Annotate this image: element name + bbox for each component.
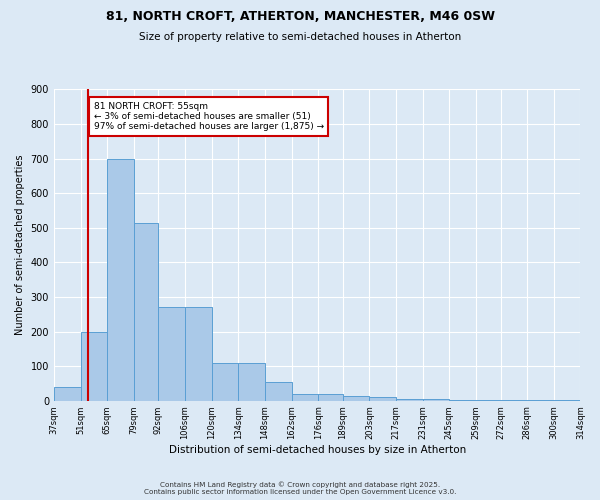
Text: 81, NORTH CROFT, ATHERTON, MANCHESTER, M46 0SW: 81, NORTH CROFT, ATHERTON, MANCHESTER, M… (106, 10, 494, 23)
Text: 81 NORTH CROFT: 55sqm
← 3% of semi-detached houses are smaller (51)
97% of semi-: 81 NORTH CROFT: 55sqm ← 3% of semi-detac… (94, 102, 324, 132)
Bar (318, 394, 343, 400)
Bar (107, 158, 134, 400)
Text: Contains HM Land Registry data © Crown copyright and database right 2025.
Contai: Contains HM Land Registry data © Crown c… (144, 482, 456, 495)
Bar (423, 399, 449, 400)
Bar (80, 332, 107, 400)
Bar (370, 398, 396, 400)
Bar (54, 387, 80, 400)
Bar (292, 394, 318, 400)
Bar (265, 382, 292, 400)
Bar (134, 222, 158, 400)
Bar (212, 362, 238, 401)
Bar (238, 362, 265, 401)
Bar (158, 308, 185, 400)
Bar (396, 399, 423, 400)
Text: Size of property relative to semi-detached houses in Atherton: Size of property relative to semi-detach… (139, 32, 461, 42)
Y-axis label: Number of semi-detached properties: Number of semi-detached properties (15, 155, 25, 336)
Bar (343, 396, 370, 400)
Bar (185, 308, 212, 400)
X-axis label: Distribution of semi-detached houses by size in Atherton: Distribution of semi-detached houses by … (169, 445, 466, 455)
